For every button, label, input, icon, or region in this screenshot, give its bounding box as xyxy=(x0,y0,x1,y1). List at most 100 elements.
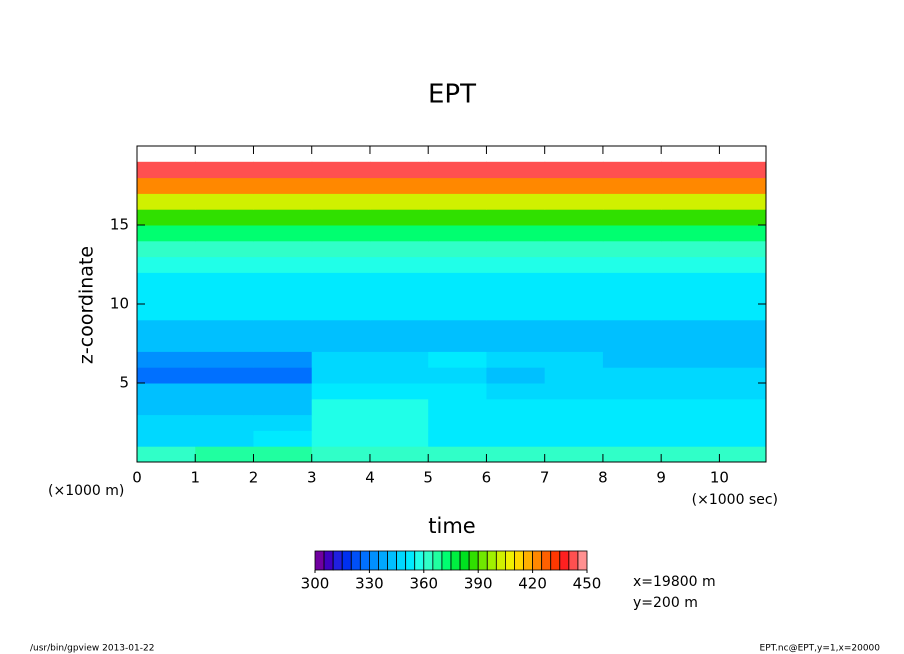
contour-cell xyxy=(719,383,767,400)
colorbar-box xyxy=(459,550,470,571)
contour-cell xyxy=(137,383,196,400)
contour-cell xyxy=(428,161,487,179)
contour-cell xyxy=(719,367,767,384)
contour-cell xyxy=(719,351,767,368)
contour-cell xyxy=(137,304,196,321)
contour-cell xyxy=(369,225,429,242)
contour-cell xyxy=(369,209,429,226)
contour-cell xyxy=(195,414,254,431)
contour-cell xyxy=(311,430,371,447)
contour-cell xyxy=(661,383,720,400)
contour-cell xyxy=(719,225,767,242)
x-tick-label: 7 xyxy=(540,469,550,487)
contour-cell xyxy=(137,272,196,289)
contour-cell xyxy=(311,256,371,273)
contour-cell xyxy=(486,367,546,384)
contour-cell xyxy=(428,272,487,289)
colorbar-label: 360 xyxy=(409,575,438,593)
x-axis-label: time xyxy=(428,514,475,538)
x-tick-label: 5 xyxy=(423,469,433,487)
contour-cell xyxy=(253,430,313,447)
contour-cell xyxy=(369,335,429,352)
contour-cell xyxy=(661,351,720,368)
contour-cell xyxy=(195,335,254,352)
contour-cell xyxy=(253,240,313,258)
contour-cell xyxy=(428,193,487,210)
footer-right: EPT.nc@EPT,y=1,x=20000 xyxy=(760,644,881,654)
annotation: x=19800 m xyxy=(633,574,716,590)
x-tick-label: 8 xyxy=(598,469,608,487)
colorbar-box xyxy=(532,550,543,571)
contour-cell xyxy=(544,161,604,179)
contour-cell xyxy=(311,177,371,194)
contour-cell xyxy=(486,177,546,194)
contour-cell xyxy=(544,240,604,258)
contour-cell xyxy=(369,272,429,289)
y-tick-label: 5 xyxy=(119,374,129,392)
contour-cell xyxy=(602,319,662,337)
contour-cell xyxy=(253,177,313,194)
contour-cell xyxy=(544,272,604,289)
contour-cell xyxy=(253,225,313,242)
contour-cell xyxy=(486,446,546,463)
contour-cell xyxy=(253,161,313,179)
x-tick-label: 1 xyxy=(190,469,200,487)
colorbar-label: 300 xyxy=(301,575,330,593)
y-tick-label: 15 xyxy=(110,216,129,234)
contour-cell xyxy=(311,398,371,416)
contour-cell xyxy=(137,351,196,368)
contour-cell xyxy=(661,319,720,337)
contour-cell xyxy=(544,304,604,321)
contour-cell xyxy=(602,225,662,242)
colorbar-box xyxy=(341,550,352,571)
contour-cell xyxy=(311,209,371,226)
contour-cell xyxy=(602,414,662,431)
contour-cell xyxy=(195,193,254,210)
contour-cell xyxy=(195,351,254,368)
annotation: y=200 m xyxy=(633,595,698,611)
contour-cell xyxy=(195,398,254,416)
contour-cell xyxy=(544,414,604,431)
contour-cell xyxy=(544,256,604,273)
contour-cell xyxy=(661,240,720,258)
contour-cell xyxy=(719,161,767,179)
contour-cell xyxy=(137,398,196,416)
contour-cell xyxy=(369,193,429,210)
contour-cell xyxy=(195,209,254,226)
contour-cell xyxy=(195,304,254,321)
colorbar-box xyxy=(541,550,552,571)
contour-cell xyxy=(253,383,313,400)
contour-cell xyxy=(602,240,662,258)
colorbar-box xyxy=(350,550,361,571)
contour-cell xyxy=(137,193,196,210)
contour-cell xyxy=(602,398,662,416)
contour-cell xyxy=(428,430,487,447)
colorbar-label: 330 xyxy=(355,575,384,593)
contour-cell xyxy=(544,177,604,194)
colorbar-box xyxy=(387,550,397,571)
contour-cell xyxy=(602,256,662,273)
x-tick-label: 6 xyxy=(482,469,492,487)
colorbar-label: 450 xyxy=(573,575,602,593)
x-tick-label: 2 xyxy=(249,469,259,487)
contour-cell xyxy=(253,414,313,431)
contour-cell xyxy=(602,367,662,384)
colorbar-box xyxy=(314,550,325,571)
contour-cell xyxy=(719,446,767,463)
contour-cell xyxy=(195,367,254,384)
y-axis-label: z-coordinate xyxy=(76,246,98,364)
y-tick-label: 10 xyxy=(110,295,129,313)
contour-cell xyxy=(311,367,371,384)
contour-cell xyxy=(428,446,487,463)
contour-cell xyxy=(369,367,429,384)
contour-cell xyxy=(486,319,546,337)
colorbar-box xyxy=(495,550,506,571)
contour-cell xyxy=(195,177,254,194)
contour-cell xyxy=(428,414,487,431)
x-tick-label: 4 xyxy=(365,469,375,487)
contour-cell xyxy=(253,304,313,321)
contour-cell xyxy=(486,335,546,352)
contour-cell xyxy=(486,161,546,179)
contour-cell xyxy=(253,319,313,337)
colorbar-box xyxy=(323,550,334,571)
